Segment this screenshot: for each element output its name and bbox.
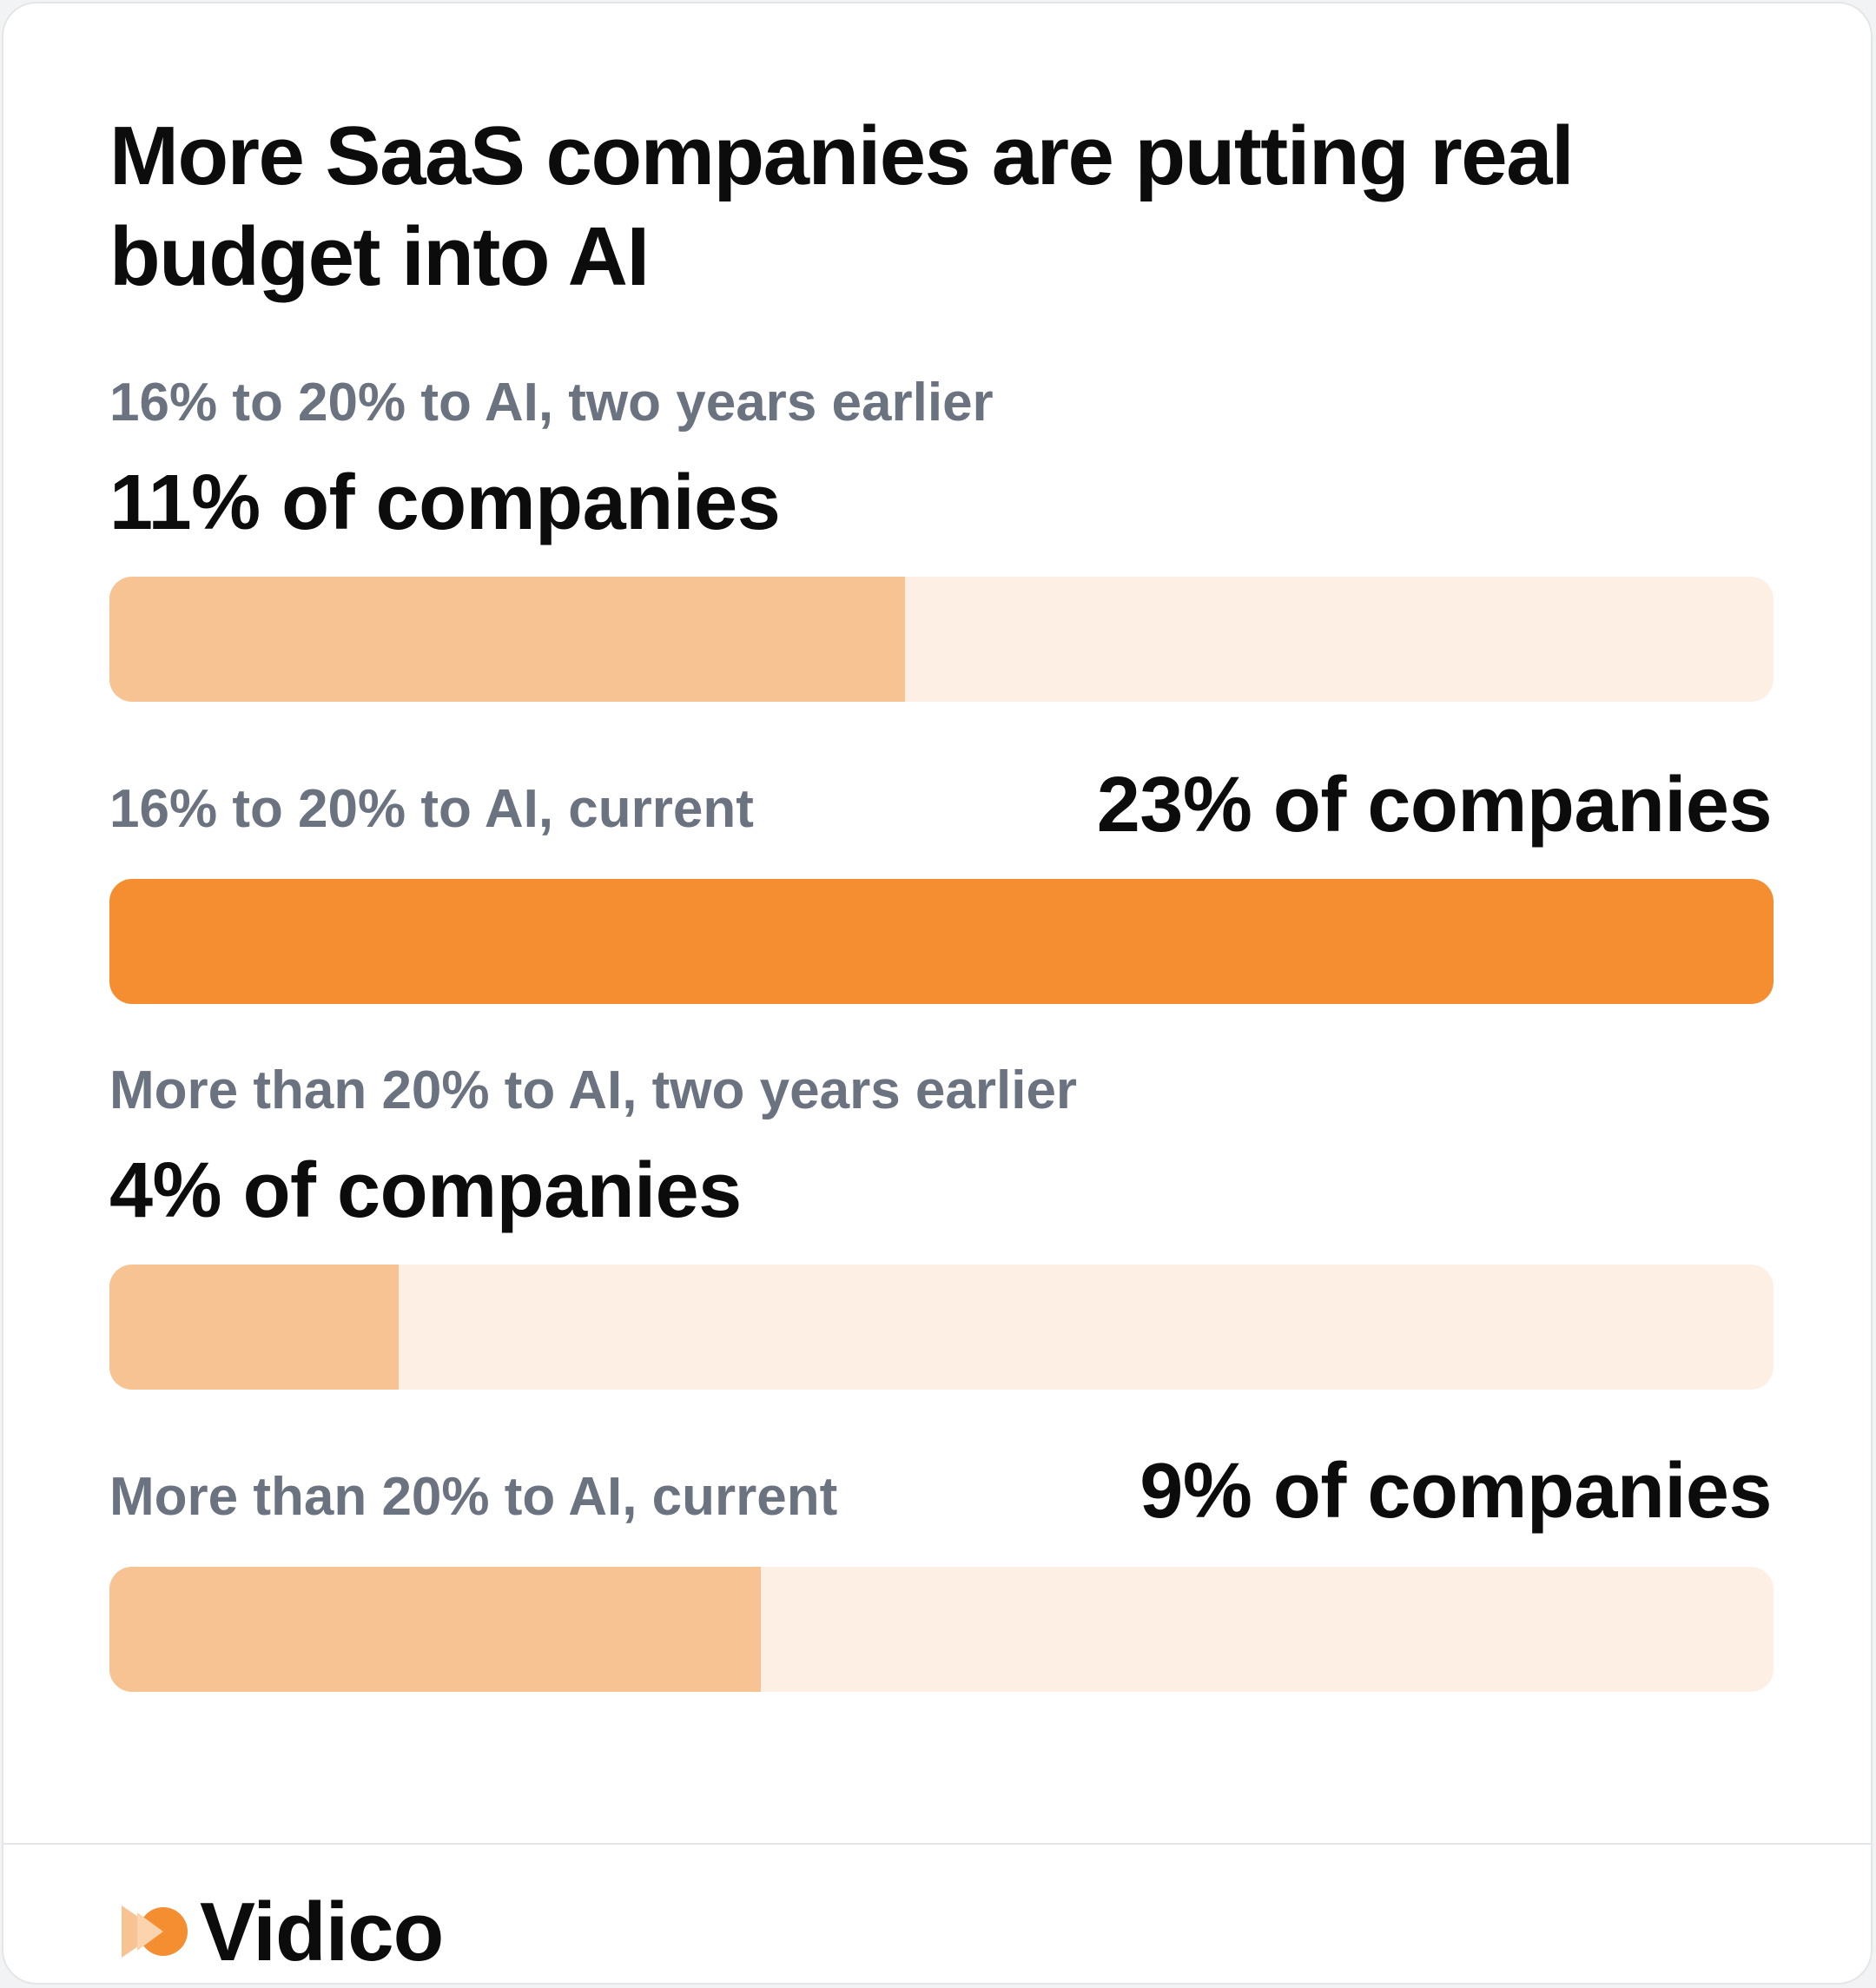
value-label-1: 11% of companies	[109, 459, 781, 546]
chart-title: More SaaS companies are putting real bud…	[109, 109, 1575, 303]
category-label-3: More than 20% to AI, two years earlier	[109, 1060, 1078, 1120]
category-label-1: 16% to 20% to AI, two years earlier	[109, 373, 994, 433]
vidico-logo-icon	[122, 1905, 188, 1958]
footer-divider	[3, 1843, 1871, 1845]
value-label-2: 23% of companies	[1096, 762, 1773, 849]
bar-fill-3	[109, 1265, 400, 1390]
bar-fill-4	[109, 1567, 761, 1692]
bar-fill-2	[109, 879, 1774, 1004]
bar-track-1	[109, 577, 1774, 702]
bar-track-3	[109, 1265, 1774, 1390]
bar-track-2	[109, 879, 1774, 1004]
bar-fill-1	[109, 577, 906, 702]
value-label-4: 9% of companies	[1139, 1448, 1772, 1535]
bar-track-4	[109, 1567, 1774, 1692]
category-label-2: 16% to 20% to AI, current	[109, 779, 754, 839]
value-label-3: 4% of companies	[109, 1147, 742, 1234]
brand-logo: Vidico	[118, 1886, 604, 1978]
brand-name: Vidico	[200, 1886, 444, 1978]
category-label-4: More than 20% to AI, current	[109, 1467, 838, 1527]
